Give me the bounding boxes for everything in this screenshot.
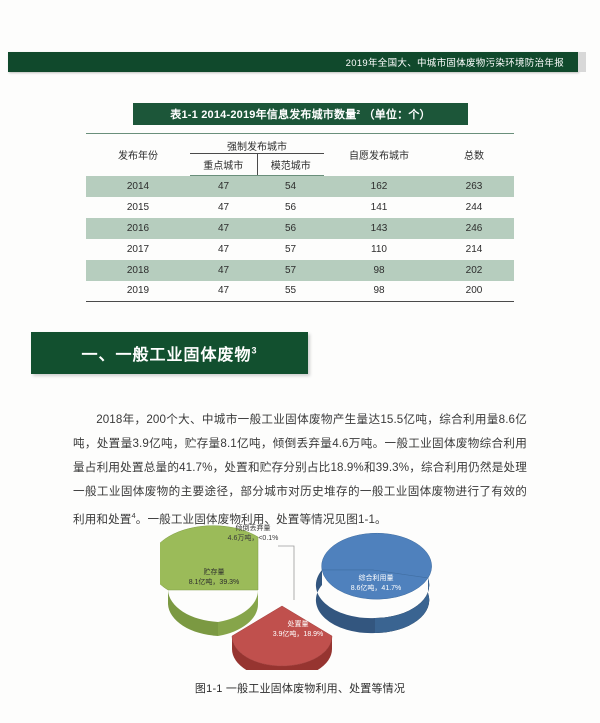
table-title: 表1-1 2014-2019年信息发布城市数量² （单位：个）	[133, 103, 468, 125]
running-header-title: 2019年全国大、中城市固体废物污染环境防治年报	[345, 58, 564, 69]
figure-caption: 图1-1 一般工业固体废物利用、处置等情况	[194, 683, 406, 695]
cell-model-city: 57	[257, 259, 324, 281]
cell-key-city: 47	[190, 175, 257, 197]
exploded-3d-pie-chart	[149, 525, 432, 679]
pie-slice-comprehensive-utilization	[315, 532, 432, 634]
table-body: 2014 47 54 162 263 2015 47 56 141 244 20…	[86, 175, 514, 302]
cell-total: 214	[465, 243, 483, 255]
cell-voluntary: 143	[324, 217, 434, 239]
table-row: 2018 47 57 98 202	[86, 259, 514, 281]
cell-voluntary: 98	[324, 259, 434, 281]
pie-label-dumping-value: 4.6万吨，<0.1%	[227, 535, 279, 542]
cell-voluntary: 141	[370, 201, 388, 213]
pie-label-dumping: 倾倒丢弃量 4.6万吨，<0.1%	[198, 524, 308, 544]
running-header: 2019年全国大、中城市固体废物污染环境防治年报	[8, 52, 578, 72]
cell-voluntary: 162	[324, 175, 434, 197]
cell-total: 246	[434, 217, 514, 239]
cell-model-city: 57	[284, 243, 297, 255]
table-row: 2017 47 57 110 214	[86, 239, 514, 260]
cell-key-city: 47	[217, 243, 230, 255]
section-heading-footnote-marker: 3	[251, 345, 258, 356]
column-header-total: 总数	[434, 133, 514, 176]
table-row: 2016 47 56 143 246	[86, 217, 514, 239]
callout-leader-line	[278, 545, 295, 600]
table-row: 2015 47 56 141 244	[86, 197, 514, 218]
cell-total: 200	[434, 280, 514, 302]
cell-total: 244	[465, 201, 483, 213]
cell-voluntary: 110	[371, 243, 387, 255]
cell-key-city: 47	[217, 201, 230, 213]
cell-key-city: 47	[190, 259, 257, 281]
column-header-key-city: 重点城市	[190, 153, 258, 176]
paragraph-text-part2: 。一般工业固体废物利用、处置等情况见图1-1。	[135, 512, 387, 526]
cell-year: 2019	[86, 280, 190, 302]
paragraph-footnote-marker: 4	[131, 510, 136, 520]
cell-model-city: 55	[257, 280, 324, 302]
pie-slice-disposal	[231, 605, 333, 679]
column-header-voluntary: 自愿发布城市	[324, 133, 434, 176]
cell-model-city: 56	[257, 217, 324, 239]
header-edge-decoration	[578, 52, 586, 72]
table-row: 2014 47 54 162 263	[86, 175, 514, 197]
column-header-year: 发布年份	[86, 133, 190, 176]
table-row: 2019 47 55 98 200	[86, 280, 514, 302]
cell-key-city: 47	[190, 217, 257, 239]
cell-year: 2015	[126, 201, 150, 213]
body-paragraph: 2018年，200个大、中城市一般工业固体废物产生量达15.5亿吨，综合利用量8…	[73, 408, 527, 532]
column-header-model-city: 模范城市	[257, 153, 324, 176]
table-head: 发布年份 强制发布城市 自愿发布城市 总数 重点城市 模范城市	[86, 133, 514, 176]
cell-model-city: 56	[284, 201, 297, 213]
cell-model-city: 54	[257, 175, 324, 197]
cell-year: 2014	[86, 175, 190, 197]
cell-year: 2016	[86, 217, 190, 239]
pie-chart-figure: 倾倒丢弃量 4.6万吨，<0.1% 贮存量 8.1亿吨，39.3% 综合利用量 …	[149, 524, 440, 679]
information-disclosure-city-table: 发布年份 强制发布城市 自愿发布城市 总数 重点城市 模范城市 2014 47 …	[86, 133, 514, 302]
column-header-mandatory-group: 强制发布城市	[190, 133, 324, 154]
table-header-row-group: 发布年份 强制发布城市 自愿发布城市 总数	[86, 133, 514, 176]
cell-total: 263	[434, 175, 514, 197]
paragraph-text-part1: 2018年，200个大、中城市一般工业固体废物产生量达15.5亿吨，综合利用量8…	[73, 412, 527, 526]
section-heading-banner: 一、一般工业固体废物3	[31, 332, 308, 374]
cell-year: 2017	[126, 243, 150, 255]
table-header-row-sub: 重点城市 模范城市	[86, 153, 514, 176]
cell-voluntary: 98	[324, 280, 434, 302]
section-heading-label: 一、一般工业固体废物	[81, 347, 252, 364]
cell-total: 202	[434, 259, 514, 281]
section-heading-text: 一、一般工业固体废物3	[81, 341, 257, 365]
cell-key-city: 47	[190, 280, 257, 302]
cell-year: 2018	[86, 259, 190, 281]
pie-label-dumping-name: 倾倒丢弃量	[235, 525, 271, 532]
